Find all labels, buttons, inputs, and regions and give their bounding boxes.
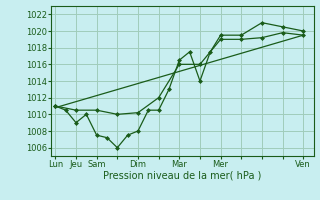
X-axis label: Pression niveau de la mer( hPa ): Pression niveau de la mer( hPa ) <box>103 171 261 181</box>
